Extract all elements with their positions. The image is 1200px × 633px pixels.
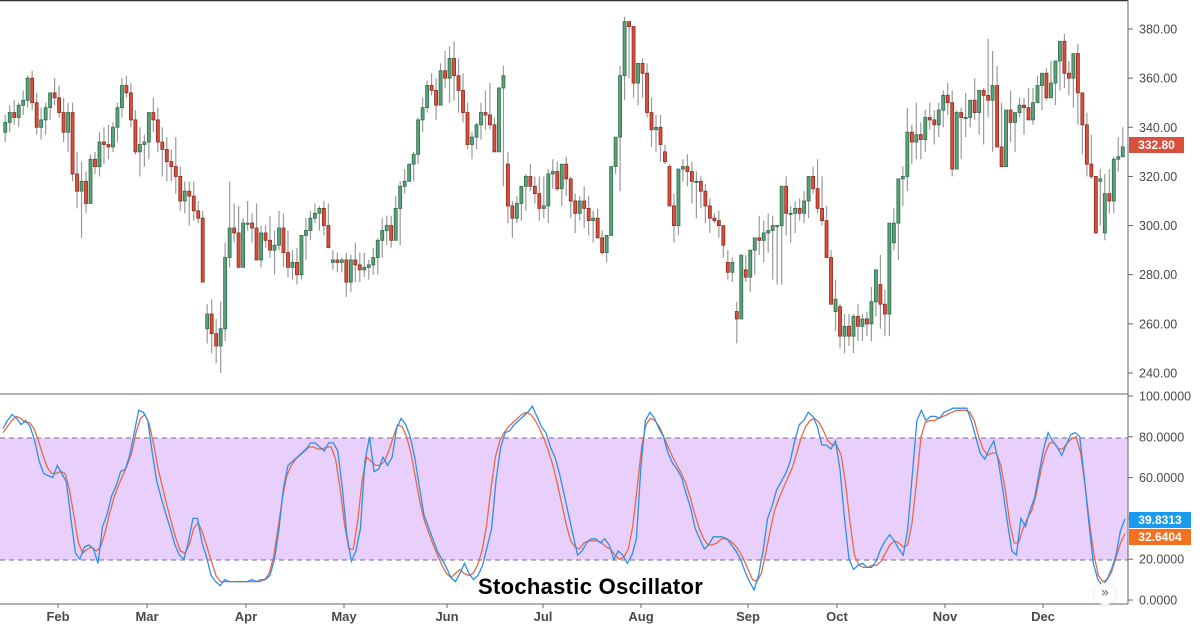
scroll-to-latest-button[interactable]: » <box>1094 583 1116 605</box>
svg-text:Mar: Mar <box>135 609 158 624</box>
price-axis[interactable]: 380.00 360.00 340.00 320.00 300.00 280.00 260.… <box>1128 23 1177 381</box>
double-chevron-right-icon: » <box>1100 585 1110 601</box>
svg-text:Dec: Dec <box>1031 609 1055 624</box>
svg-text:360.00: 360.00 <box>1139 72 1177 86</box>
svg-text:Apr: Apr <box>235 609 257 624</box>
svg-text:Jul: Jul <box>534 609 553 624</box>
current-price-badge: 332.80 <box>1129 137 1184 153</box>
overbought-oversold-band <box>0 438 1128 560</box>
svg-text:80.0000: 80.0000 <box>1139 430 1184 444</box>
svg-text:0.0000: 0.0000 <box>1139 594 1177 608</box>
svg-text:Feb: Feb <box>46 609 69 624</box>
svg-text:Jun: Jun <box>435 609 458 624</box>
svg-text:May: May <box>331 609 357 624</box>
svg-text:380.00: 380.00 <box>1139 23 1177 37</box>
d-value-badge: 32.6404 <box>1129 529 1191 545</box>
svg-text:280.00: 280.00 <box>1139 268 1177 282</box>
svg-text:300.00: 300.00 <box>1139 219 1177 233</box>
svg-text:260.00: 260.00 <box>1139 317 1177 331</box>
svg-text:340.00: 340.00 <box>1139 121 1177 135</box>
stochastic-series <box>2 404 1126 592</box>
svg-text:240.00: 240.00 <box>1139 367 1177 381</box>
svg-text:320.00: 320.00 <box>1139 170 1177 184</box>
svg-text:Oct: Oct <box>826 609 848 624</box>
chart-title: Stochastic Oscillator <box>478 574 704 599</box>
svg-text:Sep: Sep <box>736 609 760 624</box>
svg-text:Nov: Nov <box>933 609 958 624</box>
svg-text:100.0000: 100.0000 <box>1139 390 1191 404</box>
time-axis[interactable]: Feb Mar Apr May Jun Jul Aug Sep Oct Nov Dec <box>46 604 1055 624</box>
svg-text:60.0000: 60.0000 <box>1139 471 1184 485</box>
k-value-badge: 39.8313 <box>1129 512 1191 528</box>
svg-text:20.0000: 20.0000 <box>1139 553 1184 567</box>
candlestick-series <box>3 16 1125 373</box>
svg-text:Aug: Aug <box>628 609 653 624</box>
